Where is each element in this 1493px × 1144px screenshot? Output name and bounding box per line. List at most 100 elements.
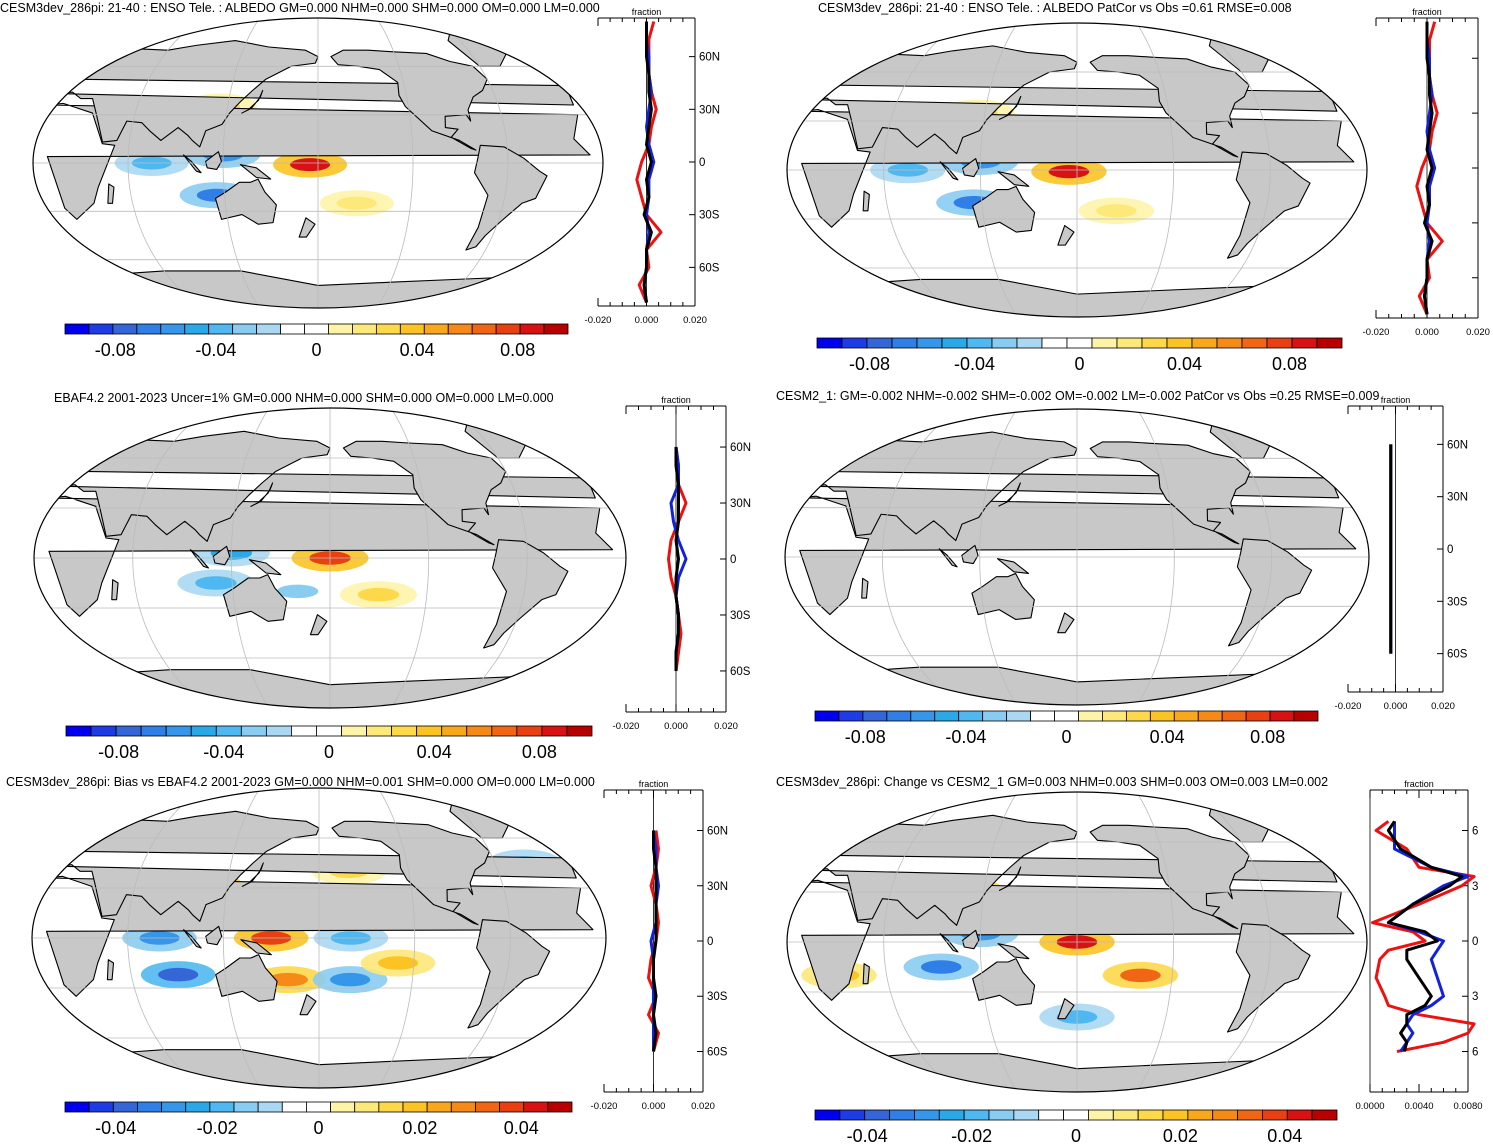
zonal-xtick-label: -0.020 [585,315,612,326]
colorbar-cell [257,1101,283,1113]
land-mass [298,217,316,238]
colorbar-cell [541,725,568,737]
land-mass [1226,923,1311,1033]
colorbar-cell [1102,710,1127,722]
land-mass [214,178,277,225]
colorbar-cell [814,710,840,722]
colorbar-cell [1066,337,1093,349]
colorbar-tick-label: 0 [324,742,334,762]
grid-line [883,23,959,317]
colorbar-cell [256,323,281,335]
land-mass [962,929,980,950]
colorbar-tick-label: -0.04 [203,742,244,762]
land-mass [862,963,870,985]
grid-line [1195,792,1271,1092]
land-mass [972,958,1036,1006]
grid-line [881,409,958,705]
anomaly-se-pacific [360,949,436,977]
colorbar-cell [90,725,117,737]
zonal-series-diff [642,21,653,303]
colorbar-cell [1116,337,1143,349]
anomaly-core [158,967,199,982]
zonal-ytick-label: 0 [1447,544,1453,556]
colorbar-cell [982,710,1008,722]
colorbar-cell [352,323,377,335]
colorbar-cell [441,725,468,737]
colorbar-cell [1137,1109,1164,1121]
grid-line [132,408,209,708]
colorbar-cell [426,1101,452,1113]
colorbar-cell [1125,710,1151,722]
anomaly-se-pacific-band [1078,197,1155,225]
grid-line [434,18,509,308]
anomaly-core [1120,968,1161,983]
land-mass [248,559,282,576]
land-mass [205,151,222,170]
anomaly-se-pacific-band [339,581,417,609]
colorbar-cell [1141,337,1168,349]
anomaly-core [276,584,319,599]
zonal-ytick-label: 60N [730,442,751,454]
zonal-ytick-label: 0 [699,157,705,169]
land-mass [483,539,569,649]
zonal-ytick-label: 30S [1447,596,1468,608]
land-mass [1057,224,1075,246]
zonal-xtick-label: -0.020 [613,721,640,732]
zonal-xlabel: fraction [1404,779,1434,789]
grid-line [127,788,202,1088]
colorbar-cell [966,337,993,349]
zonal-xtick-label: 0.020 [714,721,738,732]
land-mass [939,161,959,181]
colorbar: -0.08 -0.04 0 0.04 0.08 [64,323,569,360]
anomaly-se-pacific-band [319,190,394,217]
colorbar-cell [1212,1109,1238,1121]
colorbar-tick-label: -0.02 [951,1126,992,1144]
panel-6: CESM3dev_286pi: Change vs CESM2_1 GM=0.0… [776,775,1483,1144]
grid-line [377,788,416,1088]
colorbar-cell [471,323,497,335]
colorbar-cell [839,1109,866,1121]
anomaly-core [357,587,400,602]
colorbar-cell [232,323,258,335]
land-mass [212,545,231,566]
anomaly-core [195,576,237,590]
colorbar-cell [910,710,936,722]
land-mass [1089,824,1250,930]
colorbar-cell [185,1101,211,1113]
colorbar-tick-label: -0.08 [849,354,890,374]
anomaly-core [1048,165,1090,179]
colorbar-cell [1112,1109,1139,1121]
zonal-xtick-label: 0.020 [1431,701,1455,712]
colorbar-cell [1166,337,1193,349]
panel-title: CESM3dev_286pi: Change vs CESM2_1 GM=0.0… [776,775,1328,789]
anomaly-s-pacific [312,966,388,994]
land-mass [861,577,869,599]
colorbar: -0.04 -0.02 0 0.02 0.04 [814,1109,1338,1144]
colorbar-tick-label: -0.02 [197,1118,238,1138]
colorbar-tick-label: -0.04 [945,727,986,747]
grid-line [979,23,1018,317]
colorbar-cell [1311,1109,1338,1121]
colorbar-cell [862,710,888,722]
colorbar-cell [1173,710,1199,722]
zonal-ytick-label: 6 [1472,1046,1478,1058]
colorbar-cell [891,337,918,349]
colorbar-cell [112,1101,138,1113]
colorbar-cell [233,1101,259,1113]
zonal-mean-plot: fraction -0.020 0.000 0.020 60N 30N 0 30S 60S [585,7,721,326]
colorbar-cell [1197,710,1223,722]
colorbar-cell [941,337,968,349]
colorbar-cell [1266,337,1293,349]
colorbar-cell [963,1109,990,1121]
colorbar-cell [215,725,242,737]
colorbar-cell [190,725,217,737]
colorbar-cell [988,1109,1015,1121]
anomaly-core [290,158,331,172]
zonal-ytick-label: 30N [707,881,728,893]
colorbar-cell [938,1109,965,1121]
colorbar-tick-label: 0.04 [417,742,452,762]
panel-title: EBAF4.2 2001-2023 Uncer=1% GM=0.000 NHM=… [54,391,554,405]
zonal-mean-plot: fraction -0.020 0.000 0.020 [1363,7,1490,338]
colorbar-tick-label: 0.04 [1267,1126,1302,1144]
panel-3: EBAF4.2 2001-2023 Uncer=1% GM=0.000 NHM=… [33,391,751,762]
